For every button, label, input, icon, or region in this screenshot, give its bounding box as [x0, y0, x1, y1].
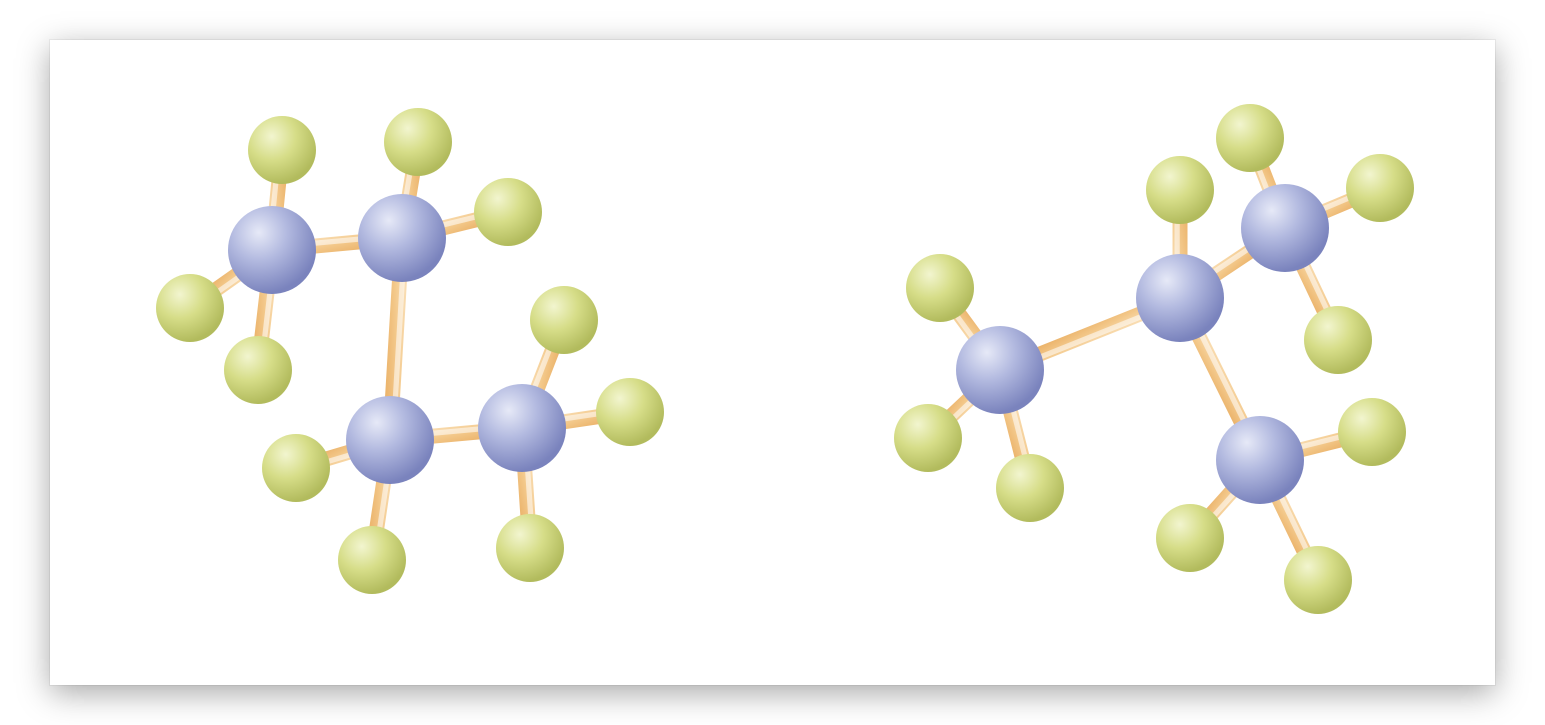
atom-carbon	[1241, 184, 1329, 272]
atom-hydrogen	[1284, 546, 1352, 614]
atom-hydrogen	[224, 336, 292, 404]
atom-carbon	[346, 396, 434, 484]
atom-hydrogen	[248, 116, 316, 184]
atom-hydrogen	[384, 108, 452, 176]
atom-hydrogen	[474, 178, 542, 246]
molecule-diagram	[50, 40, 1495, 685]
diagram-panel	[50, 40, 1495, 685]
atom-hydrogen	[156, 274, 224, 342]
atom-hydrogen	[894, 404, 962, 472]
atom-carbon	[358, 194, 446, 282]
atom-hydrogen	[262, 434, 330, 502]
atoms-layer	[156, 104, 1414, 614]
atom-hydrogen	[1304, 306, 1372, 374]
atom-hydrogen	[530, 286, 598, 354]
atom-carbon	[478, 384, 566, 472]
atom-carbon	[228, 206, 316, 294]
atom-carbon	[1216, 416, 1304, 504]
atom-hydrogen	[996, 454, 1064, 522]
atom-hydrogen	[1338, 398, 1406, 466]
atom-hydrogen	[1346, 154, 1414, 222]
atom-hydrogen	[338, 526, 406, 594]
atom-hydrogen	[596, 378, 664, 446]
atom-carbon	[1136, 254, 1224, 342]
atom-hydrogen	[1156, 504, 1224, 572]
atom-hydrogen	[1216, 104, 1284, 172]
atom-hydrogen	[496, 514, 564, 582]
atom-carbon	[956, 326, 1044, 414]
atom-hydrogen	[1146, 156, 1214, 224]
atom-hydrogen	[906, 254, 974, 322]
